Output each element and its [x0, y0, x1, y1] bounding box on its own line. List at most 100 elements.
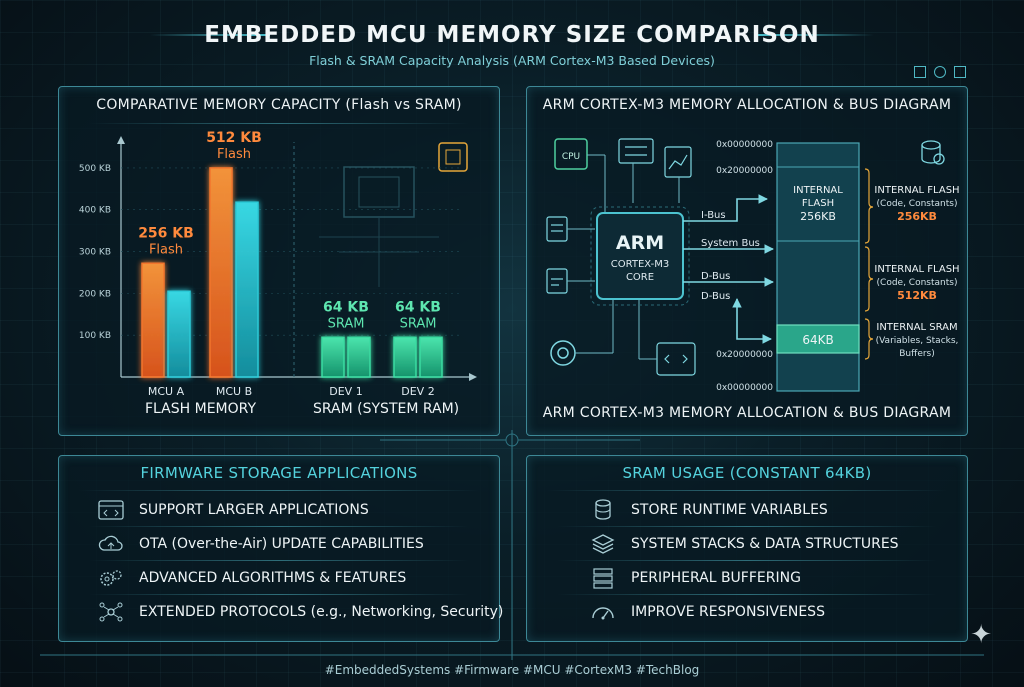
core-label-arm: ARM	[616, 232, 664, 254]
diagram-panel-title: ARM CORTEX-M3 MEMORY ALLOCATION & BUS DI…	[542, 97, 952, 113]
y-tick-label: 300 KB	[79, 248, 111, 258]
item-divider	[89, 526, 469, 527]
document-icon	[546, 216, 568, 242]
panel-divider	[547, 490, 947, 491]
database-icon	[921, 140, 945, 165]
speedometer-icon	[589, 600, 617, 624]
data-label-value: 64 KB	[323, 299, 369, 315]
code-window-icon	[97, 498, 125, 522]
x-tick-label: DEV 1	[329, 385, 362, 398]
system-bus-label: System Bus	[701, 238, 760, 249]
x-tick-label: DEV 2	[401, 385, 434, 398]
core-label-model: CORTEX-M3	[611, 259, 669, 270]
sram-item: SYSTEM STACKS & DATA STRUCTURES	[589, 532, 899, 556]
sram-item: PERIPHERAL BUFFERING	[589, 566, 801, 590]
label-sram-title: INTERNAL SRAM	[876, 322, 957, 333]
label-flash-256-size: 256KB	[897, 210, 937, 223]
label-flash-512-sub: (Code, Constants)	[877, 278, 958, 288]
arm-core-chip	[590, 206, 690, 306]
firmware-item-label: EXTENDED PROTOCOLS (e.g., Networking, Se…	[139, 604, 504, 620]
chart-bar	[235, 201, 259, 378]
braces	[864, 168, 874, 360]
chart-doc-icon	[664, 146, 692, 178]
item-divider	[557, 526, 937, 527]
sram-panel: SRAM USAGE (CONSTANT 64KB) STORE RUNTIME…	[526, 455, 968, 642]
diagram-footer-title: ARM CORTEX-M3 MEMORY ALLOCATION & BUS DI…	[542, 405, 952, 421]
address-3: 0x20000000	[716, 350, 773, 360]
sram-item-label: STORE RUNTIME VARIABLES	[631, 502, 828, 518]
data-label-type: SRAM	[400, 316, 437, 331]
firmware-item-label: SUPPORT LARGER APPLICATIONS	[139, 502, 369, 518]
database-icon	[589, 498, 617, 522]
file-icon	[546, 268, 568, 294]
ibus-line	[683, 194, 768, 222]
ibus-label: I-Bus	[701, 210, 726, 221]
item-divider	[557, 560, 937, 561]
y-tick-label: 100 KB	[79, 331, 111, 341]
address-2: 0x20000000	[716, 166, 773, 176]
chart-bar	[167, 290, 191, 378]
sliders-icon	[618, 138, 654, 164]
label-flash-256-sub: (Code, Constants)	[877, 199, 958, 209]
server-icon	[589, 566, 617, 590]
y-tick-label: 200 KB	[79, 289, 111, 299]
label-sram-sub2: Buffers)	[899, 349, 935, 359]
panel-divider	[89, 123, 469, 124]
chart-bar	[347, 336, 371, 378]
chart-bar	[321, 336, 345, 378]
map-sram-size: 64KB	[802, 333, 833, 347]
item-divider	[89, 560, 469, 561]
firmware-panel-title: FIRMWARE STORAGE APPLICATIONS	[140, 464, 418, 482]
chart-bar	[393, 336, 417, 378]
cpu-icon	[554, 138, 588, 170]
y-tick-label: 500 KB	[79, 164, 111, 174]
x-tick-label: MCU B	[216, 385, 252, 398]
data-label-type: Flash	[149, 242, 183, 257]
bus-diagram: CPU	[546, 138, 960, 393]
chart-panel: COMPARATIVE MEMORY CAPACITY (Flash vs SR…	[58, 86, 500, 436]
x-axis-arrow	[469, 373, 477, 381]
chart-panel-title: COMPARATIVE MEMORY CAPACITY (Flash vs SR…	[96, 97, 462, 113]
cloud-upload-icon	[97, 532, 125, 556]
gears-icon	[97, 566, 125, 590]
memory-map	[776, 142, 860, 392]
dbus-sram-line	[732, 298, 772, 344]
memory-chart: 100 KB 200 KB 300 KB 400 KB 500 KB MCU A MCU …	[79, 130, 477, 398]
firmware-item-label: OTA (Over-the-Air) UPDATE CAPABILITIES	[139, 536, 424, 552]
label-flash-256-title: INTERNAL FLASH	[874, 185, 959, 196]
label-sram-sub: (Variables, Stacks,	[876, 336, 959, 346]
firmware-item: OTA (Over-the-Air) UPDATE CAPABILITIES	[97, 532, 424, 556]
label-flash-512-title: INTERNAL FLASH	[874, 264, 959, 275]
y-tick-label: 400 KB	[79, 206, 111, 216]
sram-item-label: IMPROVE RESPONSIVENESS	[631, 604, 825, 620]
data-label-value: 256 KB	[138, 225, 194, 241]
data-label-value: 64 KB	[395, 299, 441, 315]
hashtags: #EmbeddedSystems #Firmware #MCU #CortexM…	[324, 663, 700, 677]
firmware-item: EXTENDED PROTOCOLS (e.g., Networking, Se…	[97, 600, 503, 624]
layers-icon	[589, 532, 617, 556]
dbus-label-2: D-Bus	[701, 291, 730, 302]
sram-group-label: SRAM (SYSTEM RAM)	[313, 401, 460, 417]
cpu-label: CPU	[562, 152, 580, 162]
chart-bar	[209, 167, 233, 378]
code-icon	[656, 342, 696, 376]
firmware-item: ADVANCED ALGORITHMS & FEATURES	[97, 566, 406, 590]
sram-panel-title: SRAM USAGE (CONSTANT 64KB)	[622, 464, 872, 482]
data-label-type: Flash	[217, 147, 251, 162]
x-tick-label: MCU A	[148, 385, 185, 398]
firmware-item: SUPPORT LARGER APPLICATIONS	[97, 498, 369, 522]
target-icon	[934, 66, 946, 78]
network-icon	[97, 600, 125, 624]
page-subtitle: Flash & SRAM Capacity Analysis (ARM Cort…	[309, 53, 715, 68]
title-deco-left	[150, 34, 270, 36]
item-divider	[557, 594, 937, 595]
chip-icon	[438, 142, 468, 172]
sram-item: IMPROVE RESPONSIVENESS	[589, 600, 825, 624]
sram-item-label: SYSTEM STACKS & DATA STRUCTURES	[631, 536, 899, 552]
chip-illustration	[319, 166, 439, 287]
gear-icon	[550, 340, 576, 366]
map-flash-size: 256KB	[800, 210, 836, 223]
label-flash-512-size: 512KB	[897, 289, 937, 302]
top-icon-strip	[914, 66, 966, 78]
flash-group-label: FLASH MEMORY	[145, 401, 257, 417]
